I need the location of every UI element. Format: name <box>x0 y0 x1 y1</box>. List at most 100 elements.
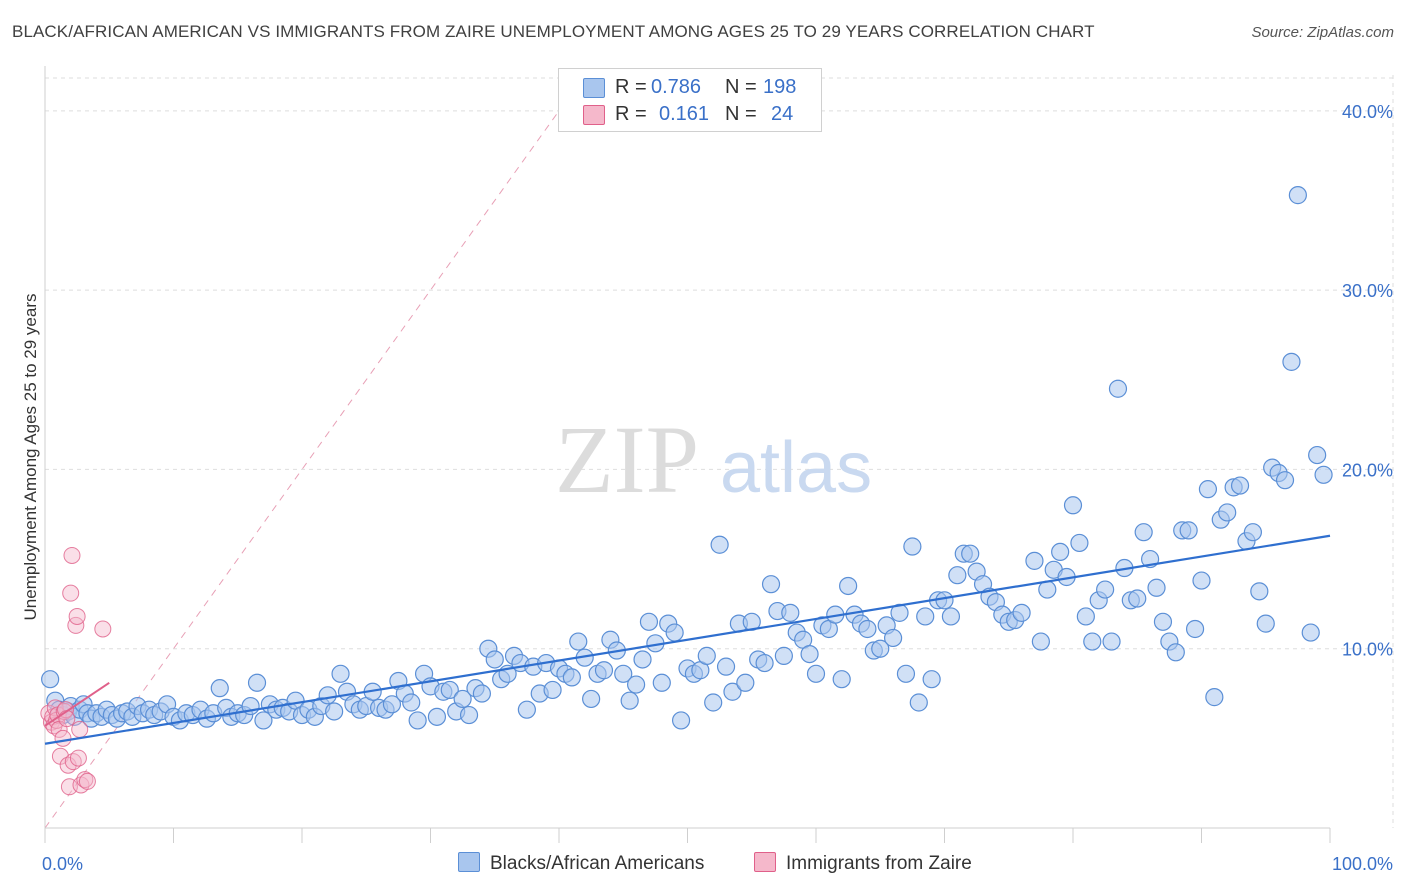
x-tick-label: 0.0% <box>42 854 83 874</box>
blacks-data-point <box>1230 476 1250 495</box>
blacks-data-point <box>408 711 427 730</box>
blacks-data-point <box>858 619 877 639</box>
blacks-data-point <box>382 695 402 714</box>
blacks-data-point <box>1314 465 1333 484</box>
zaire-data-point <box>62 584 80 602</box>
y-tick-label: 20.0% <box>1342 460 1393 480</box>
blacks-data-point <box>639 612 659 631</box>
blacks-data-point <box>1218 503 1237 522</box>
trend-lines <box>44 534 1331 745</box>
blacks-data-point <box>1025 551 1044 570</box>
blacks-data-point <box>318 686 337 705</box>
watermark-zip: ZIP <box>555 406 699 513</box>
blacks-data-point <box>41 670 60 689</box>
blacks-data-point <box>1198 480 1218 499</box>
blacks-data-point <box>427 707 447 726</box>
tick-labels: 10.0% 20.0% 30.0% 40.0% 0.0% 100.0% <box>42 102 1393 874</box>
blacks-data-point <box>331 664 350 683</box>
zaire-data-point <box>68 607 86 625</box>
blacks-data-point <box>1153 612 1173 631</box>
zaire-data-point <box>63 546 81 564</box>
legend-pink-swatch-icon <box>754 852 776 872</box>
blacks-data-point <box>1031 632 1050 651</box>
blacks-data-point <box>903 537 922 556</box>
blacks-data-point <box>517 700 536 719</box>
n-value: 198 <box>763 76 797 98</box>
blacks-data-point <box>781 603 800 622</box>
blacks-data-point <box>896 664 916 683</box>
blacks-data-point <box>665 623 684 642</box>
y-tick-label: 10.0% <box>1342 640 1393 660</box>
blacks-data-point <box>254 711 273 730</box>
blacks-data-point <box>883 628 903 648</box>
blacks-data-point <box>961 544 980 563</box>
blacks-data-point <box>1096 580 1115 599</box>
blacks-data-point <box>440 680 459 700</box>
blacks-data-point <box>485 650 504 669</box>
blacks-data-point <box>1250 582 1269 601</box>
zaire-data-point <box>67 616 85 634</box>
r-value: 0.161 <box>659 103 710 125</box>
blacks-data-point <box>402 693 421 712</box>
blacks-data-point <box>594 661 614 680</box>
blacks-data-point <box>1288 186 1307 205</box>
blacks-data-point <box>614 664 633 683</box>
zaire-data-point <box>69 749 87 767</box>
blacks-data-point <box>210 679 229 698</box>
blacks-data-point <box>633 650 652 669</box>
blacks-data-point <box>582 689 601 709</box>
blacks-data-point <box>1205 688 1224 707</box>
blacks-data-point <box>1102 632 1121 651</box>
blacks-data-point <box>1243 523 1263 542</box>
blacks-data-point <box>935 591 954 610</box>
r-label: R = <box>615 103 647 125</box>
y-tick-label: 40.0% <box>1342 102 1393 122</box>
blue-swatch-icon <box>583 78 605 98</box>
blacks-data-point <box>1128 589 1147 608</box>
legend-item-zaire: Immigrants from Zaire <box>754 852 972 875</box>
blacks-data-point <box>774 646 793 665</box>
blacks-data-point <box>569 632 588 651</box>
x-tick-label: 100.0% <box>1332 854 1393 874</box>
blacks-data-point <box>871 639 890 658</box>
blacks-data-point <box>1166 643 1185 662</box>
blacks-data-point <box>1070 533 1089 553</box>
blacks-data-point <box>806 664 826 683</box>
y-tick-label: 30.0% <box>1342 281 1393 301</box>
r-value: 0.786 <box>651 76 702 98</box>
blacks-data-point <box>832 670 851 689</box>
blacks-data-point <box>1147 578 1166 597</box>
blacks-data-point <box>1185 619 1205 639</box>
blacks-data-point <box>909 693 928 712</box>
blacks-data-point <box>1076 607 1095 626</box>
r-label: R = <box>615 76 647 98</box>
blacks-data-point <box>1083 632 1102 651</box>
blacks-data-point <box>839 576 858 596</box>
blacks-data-point <box>1308 445 1327 465</box>
blacks-data-point <box>1275 471 1295 490</box>
blacks-data-point <box>704 693 723 712</box>
blacks-data-point <box>1038 580 1057 599</box>
stats-box: R = 0.786 N = 198 R = 0.161 N = 24 <box>558 68 822 132</box>
blacks-data-point <box>941 607 961 626</box>
pink-swatch-icon <box>583 105 605 125</box>
n-label: N = <box>725 76 757 98</box>
n-label: N = <box>725 103 757 125</box>
blacks-data-point <box>626 675 646 694</box>
blacks-data-point <box>671 711 691 730</box>
legend-label: Immigrants from Zaire <box>786 853 972 874</box>
blacks-data-point <box>761 575 781 594</box>
blacks-data-point <box>922 670 941 689</box>
zaire-data-point <box>54 729 72 747</box>
zaire-trend-line <box>44 681 110 727</box>
blacks-data-point <box>736 673 755 692</box>
blacks-data-point <box>453 689 472 709</box>
blacks-data-point <box>1051 542 1070 562</box>
blacks-data-point <box>543 680 562 700</box>
blacks-data-point <box>710 535 729 554</box>
blacks-data-point <box>755 653 774 673</box>
reference-line <box>44 74 586 829</box>
blacks-data-point <box>916 607 935 626</box>
blacks-data-point <box>1179 521 1198 540</box>
